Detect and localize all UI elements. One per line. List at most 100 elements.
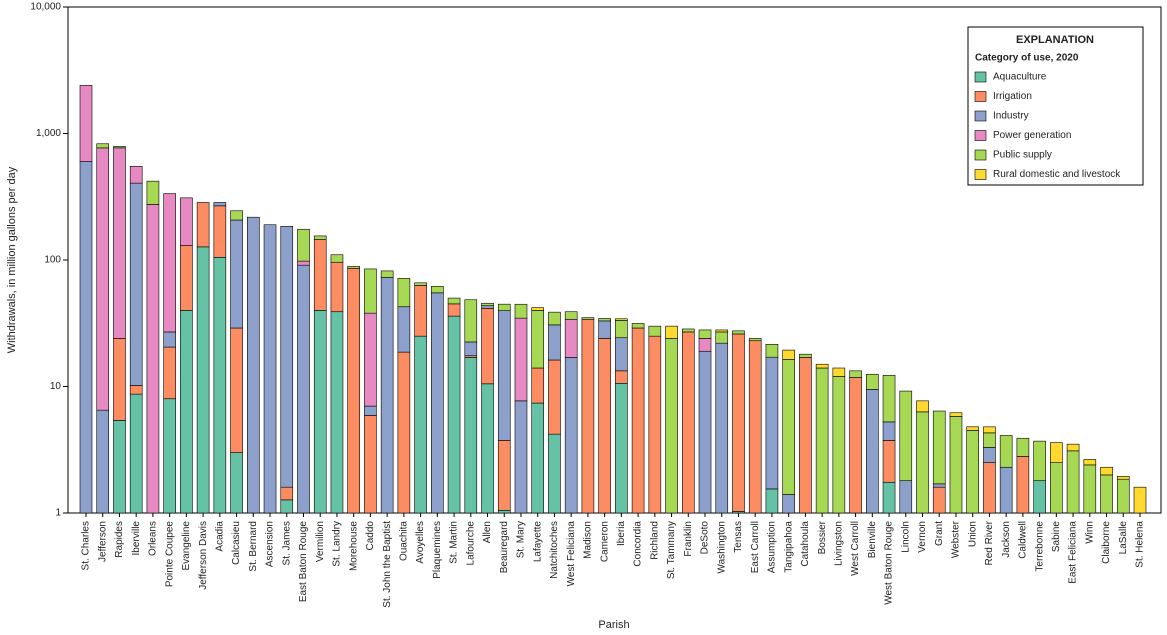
bar-segment [548,433,561,514]
bar-segment [431,292,444,514]
bar-segment [263,224,277,514]
bar-segment [782,359,795,495]
legend-swatch [974,169,987,180]
y-tick-label: 100 [44,255,61,266]
x-tick-label: Bossier [817,520,828,554]
bar-segment [832,367,846,377]
bar-segment [129,393,143,514]
bar-segment [113,338,126,421]
bar-segment [598,320,611,339]
x-tick-label: Evangeline [181,521,192,571]
x-tick-label: Union [967,521,978,547]
bar-segment [631,327,645,514]
bar-segment [932,483,946,488]
bar-segment [163,346,176,400]
x-tick-label: Claiborne [1101,521,1112,564]
x-tick-label: Concordia [633,521,644,567]
bar-segment [1033,440,1046,482]
x-tick-label: Ouachita [399,521,410,561]
bar-segment [782,349,795,360]
x-tick-label: Iberia [616,521,627,546]
bar-segment [765,344,779,358]
bar-segment [230,219,243,329]
bar-segment [163,398,176,514]
bar-segment [1033,480,1046,514]
x-tick-label: Washington [716,521,727,573]
bar-segment [615,382,628,514]
bar-segment [497,310,511,441]
x-tick-label: Cameron [599,521,610,562]
bar-segment [966,426,979,431]
bar-segment [414,285,427,337]
bar-segment [916,411,929,514]
bar-segment [698,329,712,339]
bar-segment [715,329,729,333]
bar-segment [313,235,327,240]
x-tick-label: St. Martin [449,521,460,564]
bar-segment [866,389,879,514]
bar-segment [397,306,411,353]
bar-segment [481,302,494,307]
bar-segment [899,480,913,514]
x-tick-label: Morehouse [348,521,359,571]
bar-segment [464,341,478,357]
bar-segment [280,226,294,488]
bar-segment [732,330,745,335]
bar-segment [330,311,344,514]
bar-segment [866,373,879,390]
bar-segment [1133,486,1147,514]
bar-segment [531,402,545,514]
bar-segment [347,266,360,269]
x-tick-label: West Feliciana [566,521,577,587]
legend-label: Public supply [993,150,1052,161]
bar-segment [163,331,176,348]
bar-segment [748,340,762,514]
x-tick-label: Bienville [867,521,878,559]
x-tick-label: Lafourche [465,521,476,566]
x-tick-label: St. John the Baptist [382,521,393,608]
bar-segment [1116,478,1130,514]
bar-segment [548,311,561,326]
bar-segment [196,246,210,514]
legend-swatch [974,110,987,122]
bar-segment [732,333,745,512]
bar-segment [983,447,996,463]
bar-segment [1050,462,1063,514]
x-tick-label: Caddo [365,521,376,551]
bar-segment [882,421,896,441]
bar-segment [113,420,126,514]
bar-segment [832,376,846,514]
bar-segment [581,317,595,320]
bar-segment [899,390,913,482]
bar-segment [615,337,628,372]
bar-segment [932,410,946,485]
bar-segment [1083,464,1097,514]
x-tick-label: Franklin [683,521,694,557]
bar-segment [1100,474,1113,514]
legend-swatch [974,130,987,141]
bar-segment [280,486,294,501]
bar-segment [681,331,695,514]
bar-segment [564,318,578,358]
bar-segment [447,297,461,305]
x-tick-label: Jackson [1001,521,1012,558]
bar-segment [648,325,662,337]
legend-label: Irrigation [993,91,1032,102]
bar-segment [180,197,193,246]
bar-segment [598,318,611,322]
bar-segment [615,320,628,339]
y-tick-label: 1 [55,508,61,519]
x-tick-label: St. Landry [332,521,343,567]
bar-segment [163,193,176,333]
x-tick-label: Avoyelles [415,521,426,564]
bar-segment [1016,456,1030,514]
bar-segment [397,351,411,514]
bar-segment [598,338,611,514]
x-tick-label: Calcasieu [231,521,242,565]
bar-segment [96,143,110,149]
y-tick-label: 10,000 [30,2,61,13]
bar-segment [765,488,779,514]
bar-segment [464,299,478,343]
bar-segment [665,325,678,339]
